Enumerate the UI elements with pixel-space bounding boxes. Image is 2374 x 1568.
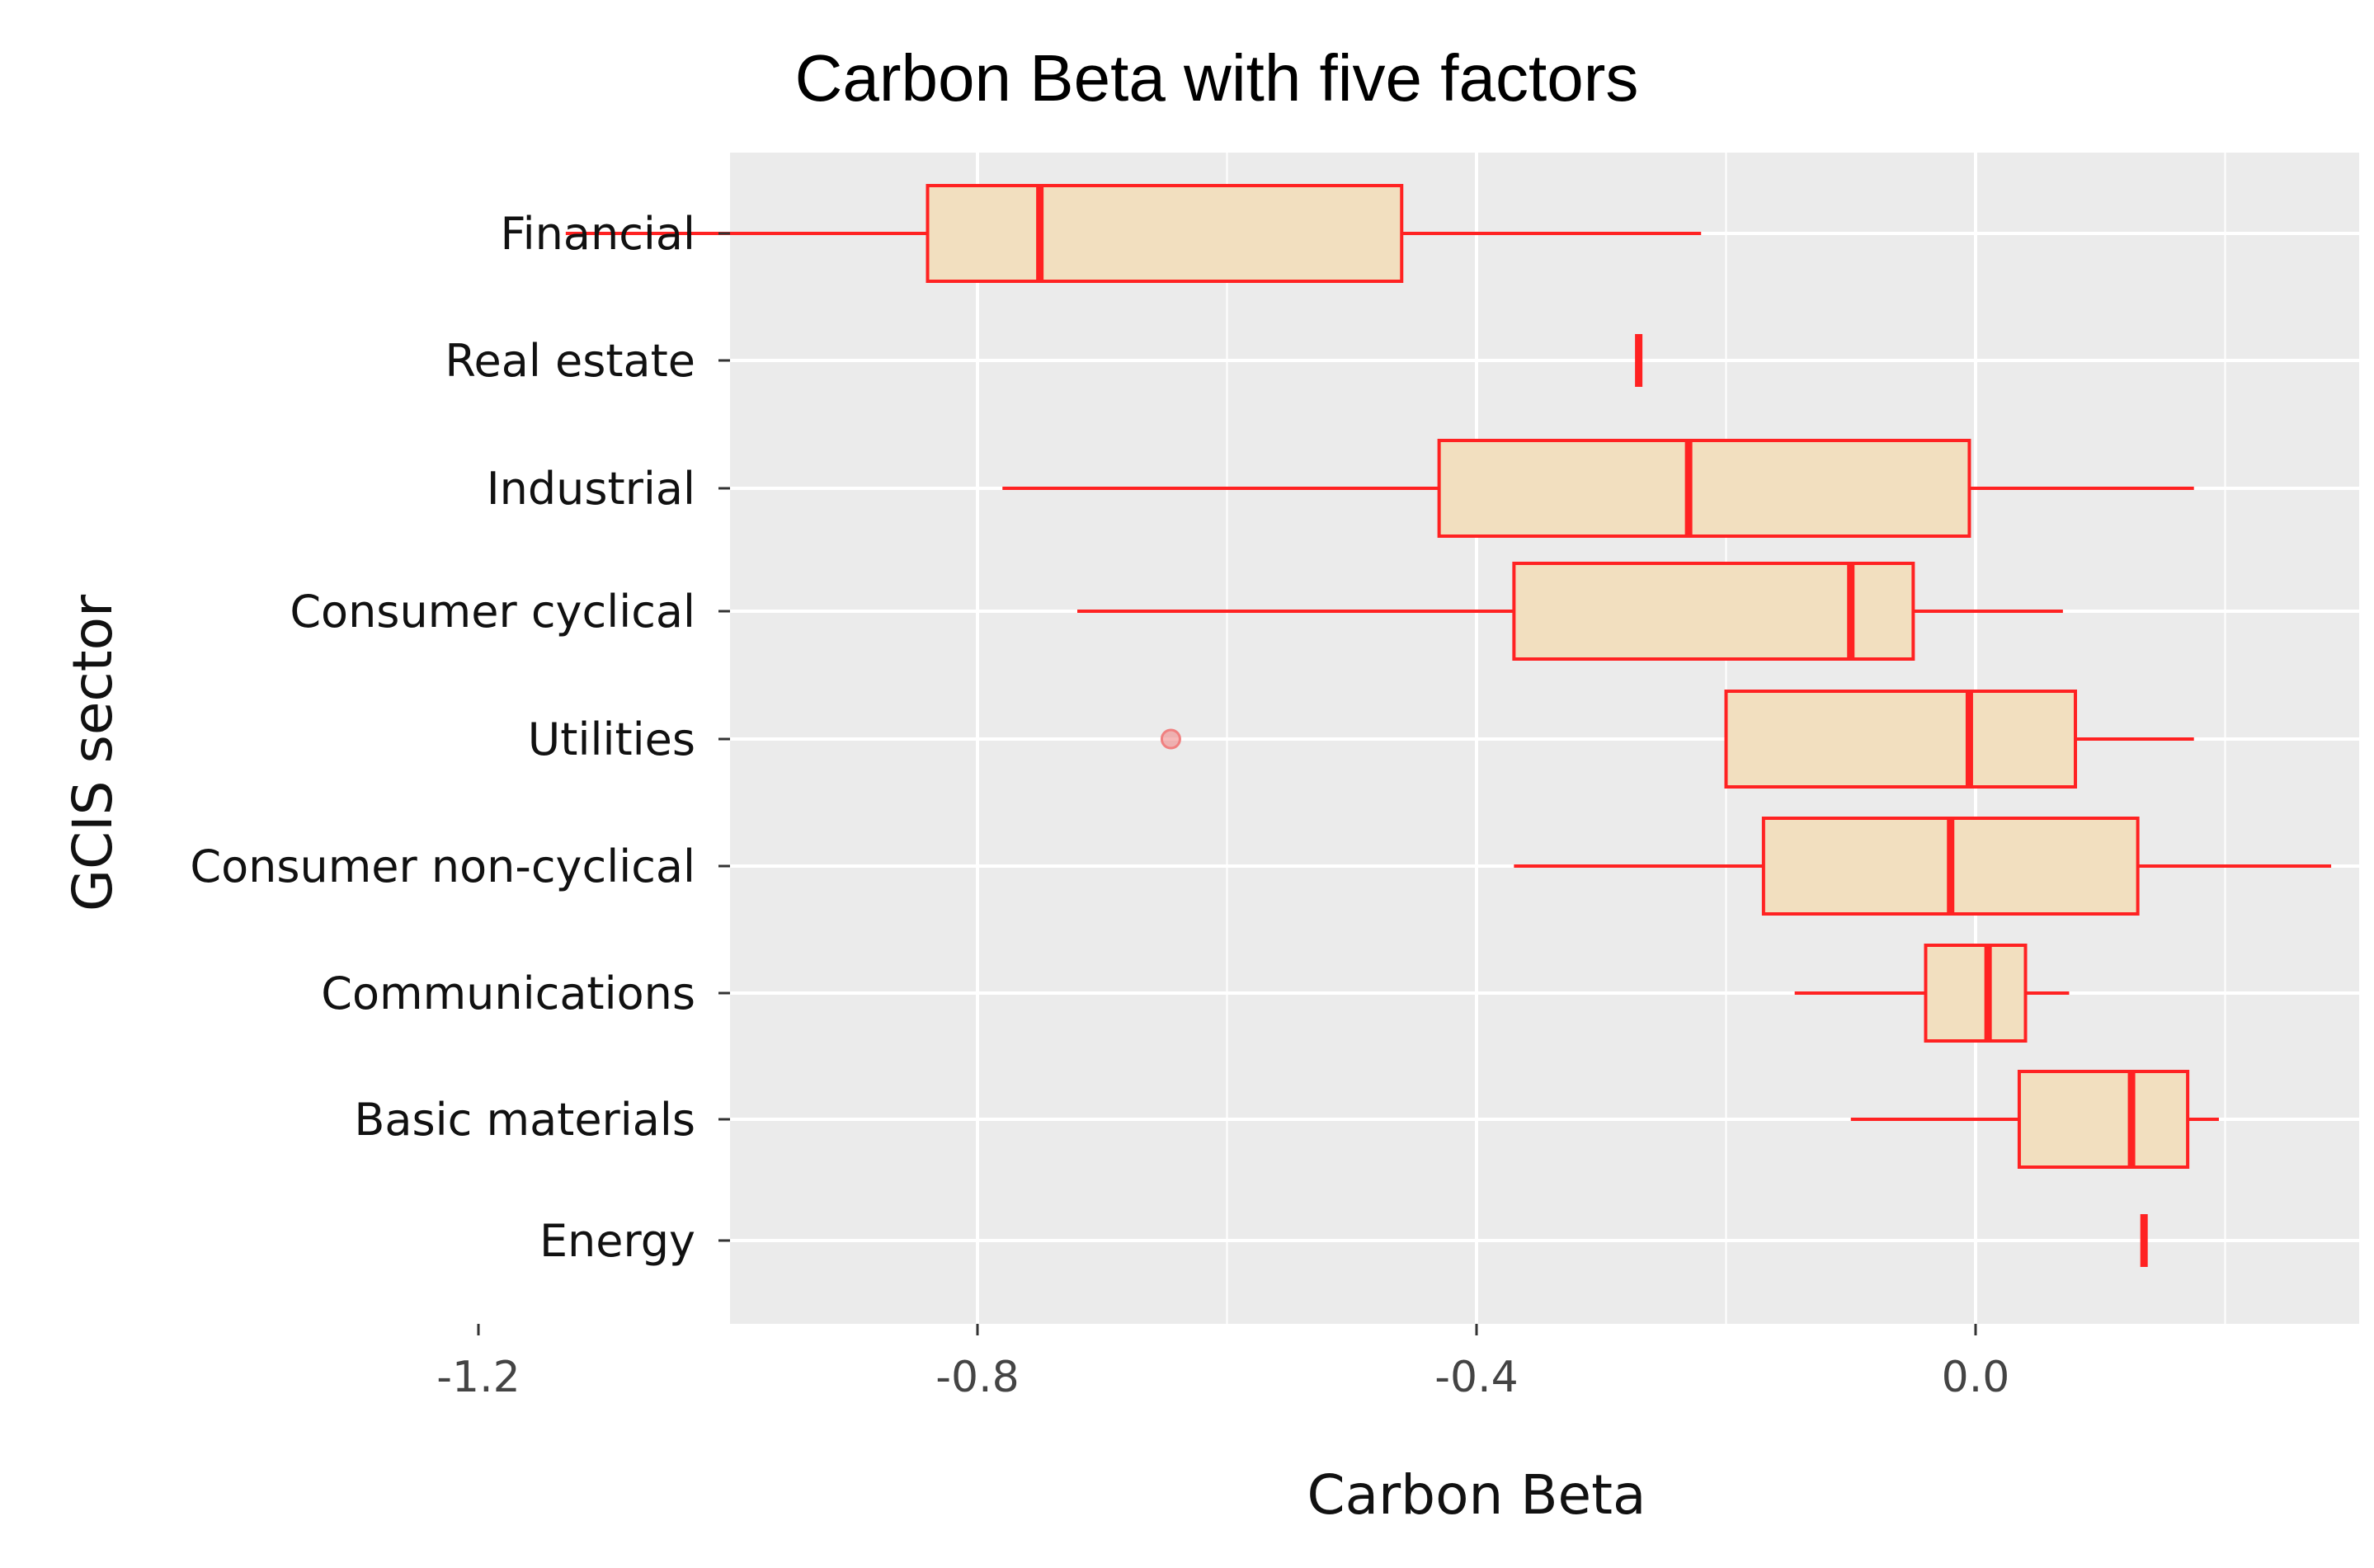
category-label: Energy <box>539 1215 695 1267</box>
x-tick-label: -0.4 <box>1434 1353 1518 1402</box>
category-label: Communications <box>321 968 695 1019</box>
box-plot <box>1794 944 2070 1043</box>
box-iqr <box>1512 562 1915 661</box>
box-plot <box>1077 562 2063 661</box>
box-plot <box>565 184 1702 283</box>
box-plot <box>1002 439 2194 538</box>
y-axis-title: GCIS sector <box>61 594 125 911</box>
axis-layer: -1.2 -0.8 -0.4 0.0 Financial Real estate Indus… <box>190 208 2009 1402</box>
box-plot <box>1850 1070 2219 1169</box>
category-label: Basic materials <box>354 1094 695 1146</box>
box-iqr <box>1924 944 2028 1043</box>
x-axis-title: Carbon Beta <box>1307 1463 1646 1527</box>
x-tick-label: 0.0 <box>1942 1353 2010 1402</box>
box-iqr <box>926 184 1404 283</box>
box-iqr <box>1437 439 1971 538</box>
box-iqr <box>2017 1070 2190 1169</box>
category-label: Utilities <box>528 713 695 765</box>
category-label: Real estate <box>445 335 695 387</box>
x-tick-label: -0.8 <box>935 1353 1019 1402</box>
box-iqr <box>1724 690 2077 789</box>
category-label: Industrial <box>487 463 695 515</box>
chart-title: Carbon Beta with five factors <box>795 41 1639 115</box>
category-label: Financial <box>501 208 695 260</box>
category-label: Consumer non-cyclical <box>190 841 695 892</box>
outlier-point <box>1160 728 1181 750</box>
box-layer <box>565 184 2332 1267</box>
box-plot <box>1160 690 2194 789</box>
x-tick-label: -1.2 <box>436 1353 520 1402</box>
category-label: Consumer cyclical <box>290 586 695 638</box>
box-plot <box>1514 817 2332 916</box>
